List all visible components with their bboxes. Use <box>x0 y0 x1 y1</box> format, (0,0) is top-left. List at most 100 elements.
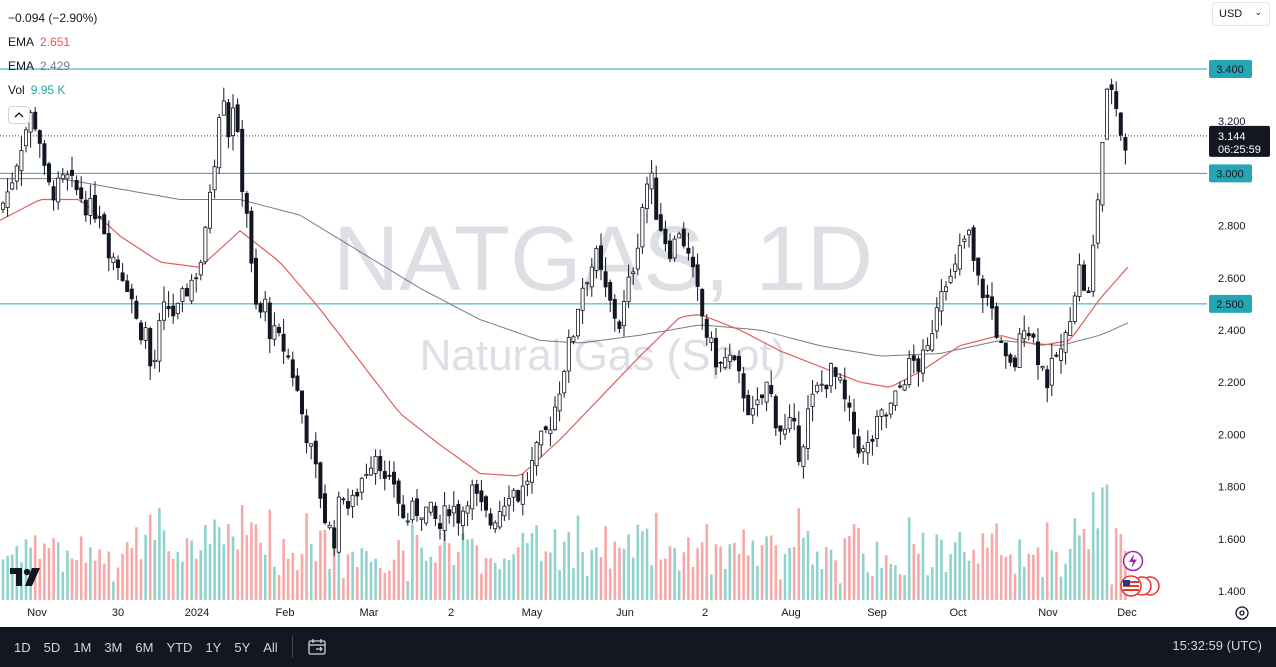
candle-body <box>359 478 364 493</box>
range-button-3m[interactable]: 3M <box>104 639 123 655</box>
y-tick-label: 2.400 <box>1218 325 1246 337</box>
volume-bar <box>199 550 203 600</box>
candle-body <box>962 238 967 242</box>
volume-bar <box>930 567 934 600</box>
volume-bar <box>572 568 575 600</box>
collapse-legend-button[interactable] <box>8 106 30 124</box>
y-tick-label: 1.400 <box>1218 586 1246 598</box>
x-tick-label: 30 <box>112 607 124 619</box>
candle-body <box>1086 290 1091 294</box>
volume-bar <box>392 559 396 600</box>
lightning-alert-icon[interactable] <box>1122 550 1144 577</box>
candle-body <box>658 214 663 231</box>
x-tick-label: Oct <box>949 607 966 619</box>
candle-body <box>345 501 350 509</box>
volume-bar <box>328 568 331 600</box>
range-button-all[interactable]: All <box>263 639 278 655</box>
volume-bar <box>986 547 989 600</box>
tradingview-logo-icon[interactable] <box>10 568 42 591</box>
volume-bar <box>443 530 446 600</box>
candle-body <box>318 462 323 499</box>
candle-body <box>944 286 949 293</box>
volume-bar <box>889 564 893 600</box>
candle-body <box>530 460 535 483</box>
candle-body <box>79 187 84 200</box>
volume-bar <box>912 544 916 600</box>
volume-bar <box>383 572 387 600</box>
price-chart[interactable]: NATGAS, 1D Natural Gas (Spot) 1.4001.600… <box>0 0 1276 627</box>
range-button-6m[interactable]: 6M <box>135 639 154 655</box>
volume-bar <box>1105 484 1109 600</box>
y-tick-label: 1.800 <box>1218 482 1246 494</box>
volume-bar <box>116 567 120 600</box>
x-tick-label: 2 <box>448 607 454 619</box>
range-button-5y[interactable]: 5Y <box>234 639 251 655</box>
candle-body <box>488 513 493 526</box>
volume-bar <box>139 559 143 600</box>
volume-bar <box>783 553 787 600</box>
candle-body <box>497 511 502 528</box>
volume-bar <box>530 533 534 600</box>
volume-bar <box>779 579 782 600</box>
candle-body <box>930 333 935 351</box>
range-button-1y[interactable]: 1Y <box>205 639 222 655</box>
candle-body <box>934 307 939 332</box>
volume-bar <box>309 544 313 600</box>
candle-body <box>980 278 985 299</box>
volume-bar <box>903 575 906 600</box>
volume-bar <box>687 537 690 600</box>
volume-bar <box>503 558 506 600</box>
candle-body <box>373 456 378 474</box>
range-button-ytd[interactable]: YTD <box>166 639 193 655</box>
candle-body <box>474 484 479 494</box>
chart-settings-icon[interactable] <box>1234 605 1250 626</box>
volume-bar <box>562 541 566 600</box>
candle-body <box>750 408 755 416</box>
volume-bar <box>618 547 621 600</box>
calendar-goto-icon[interactable] <box>307 637 327 657</box>
volume-bar <box>1050 550 1054 600</box>
volume-bar <box>976 563 980 600</box>
candle-body <box>382 471 387 479</box>
candle-body <box>985 294 990 298</box>
range-button-1m[interactable]: 1M <box>73 639 92 655</box>
candle-body <box>304 415 309 444</box>
candle-body <box>428 501 433 513</box>
range-button-5d[interactable]: 5D <box>43 639 61 655</box>
candle-body <box>281 333 286 352</box>
volume-bar <box>590 549 594 600</box>
candle-body <box>378 456 383 472</box>
candle-body <box>571 336 576 342</box>
economic-events-flags-icon[interactable] <box>1120 575 1160 602</box>
candle-body <box>263 298 268 313</box>
volume-bar <box>990 533 994 600</box>
candle-body <box>764 381 769 403</box>
candle-body <box>102 214 107 235</box>
volume-bar <box>507 560 511 600</box>
range-button-1d[interactable]: 1D <box>14 639 31 655</box>
candle-body <box>74 180 79 191</box>
volume-bar <box>204 525 207 600</box>
volume-bar <box>963 551 966 600</box>
candle-body <box>916 358 921 372</box>
candle-body <box>907 358 912 385</box>
currency-selector[interactable]: USD ⌄ <box>1212 2 1270 26</box>
volume-bar <box>664 558 667 600</box>
volume-bar <box>38 558 42 600</box>
candle-body <box>672 238 677 259</box>
chevron-up-icon <box>14 112 24 118</box>
candle-body <box>645 183 650 209</box>
candle-body <box>815 384 820 393</box>
volume-bar <box>553 529 557 600</box>
volume-bar <box>378 567 382 600</box>
volume-bar <box>1091 492 1095 600</box>
candle-body <box>120 272 125 282</box>
volume-bar <box>1119 533 1123 600</box>
candle-body <box>1031 333 1036 338</box>
candle-body <box>143 327 148 341</box>
chevron-down-icon: ⌄ <box>1254 7 1262 17</box>
candle-body <box>56 177 61 203</box>
volume-bar <box>958 531 962 600</box>
candle-body <box>203 226 208 263</box>
volume-bar <box>388 570 391 600</box>
